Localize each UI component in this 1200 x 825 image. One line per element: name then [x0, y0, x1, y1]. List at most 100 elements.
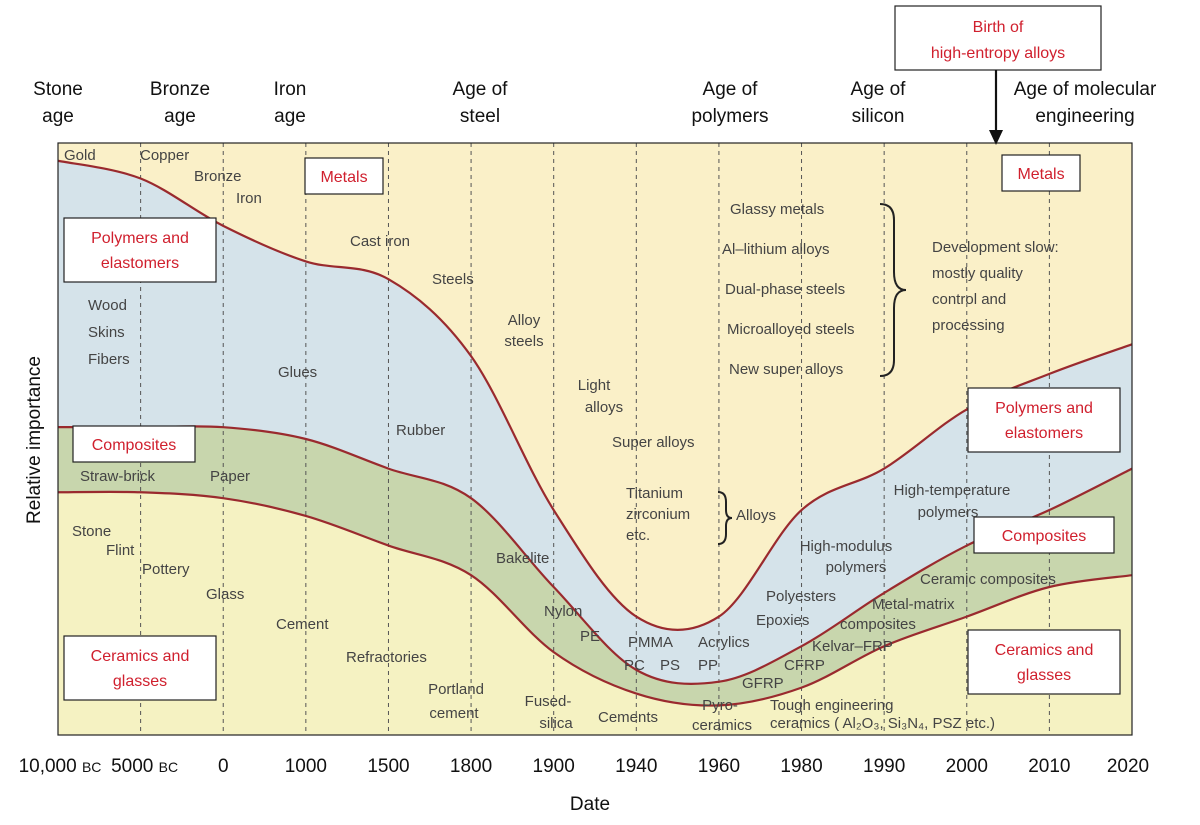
annotation-kevlar: Kelvar–FRP	[812, 638, 893, 655]
metals-box-right: Metals	[1001, 154, 1081, 192]
high-entropy-callout: Birth of high-entropy alloys	[894, 5, 1102, 145]
annotation-rubber: Rubber	[396, 422, 445, 439]
annotation-light-alloys-1: Light	[578, 377, 611, 394]
x-tick-8: 1960	[698, 756, 740, 777]
annotation-dev-slow-1: Development slow:	[932, 239, 1059, 256]
annotation-microalloyed: Microalloyed steels	[727, 321, 855, 338]
era-1-line-0: Bronze	[150, 79, 210, 100]
annotation-titanium-1: Titanium	[626, 485, 683, 502]
annotation-ceramic-composites: Ceramic composites	[920, 571, 1056, 588]
annotation-ps: PS	[660, 657, 680, 674]
era-2-line-0: Iron	[274, 79, 307, 100]
plot-frame	[57, 142, 1133, 736]
callout-line-2: high-entropy alloys	[931, 45, 1065, 62]
annotation-flint: Flint	[106, 542, 135, 559]
annotation-dev-slow-2: mostly quality	[932, 265, 1023, 282]
composites-label-left: Composites	[92, 437, 176, 454]
boundary-lines	[57, 159, 1133, 707]
composites-label-right: Composites	[1002, 528, 1086, 545]
annotation-high-modulus-1: High-modulus	[800, 538, 893, 555]
annotation-bronze: Bronze	[194, 168, 242, 185]
annotation-nylon: Nylon	[544, 603, 582, 620]
annotation-copper: Copper	[140, 147, 189, 164]
annotation-stone: Stone	[72, 523, 111, 540]
era-3-line-0: Age of	[453, 79, 509, 100]
annotation-pe: PE	[580, 628, 600, 645]
era-1-line-1: age	[164, 106, 196, 127]
metals-annotations: Gold Copper Bronze Iron Cast iron Steels…	[64, 147, 1059, 545]
development-brace	[879, 203, 907, 377]
annotation-paper: Paper	[210, 468, 250, 485]
annotation-high-modulus-2: polymers	[826, 559, 887, 576]
annotation-straw-brick: Straw-brick	[80, 468, 156, 485]
boundary-metals	[57, 159, 1133, 632]
annotation-metal-matrix-1: Metal-matrix	[872, 596, 955, 613]
x-tick-13: 2020	[1107, 756, 1149, 777]
annotation-wood: Wood	[88, 297, 127, 314]
callout-line-1: Birth of	[973, 19, 1024, 36]
composites-box-left: Composites	[72, 425, 196, 463]
annotation-steels: Steels	[432, 271, 474, 288]
annotation-al-lithium: Al–lithium alloys	[722, 241, 830, 258]
area-layers	[58, 143, 1132, 735]
annotation-cfrp: CFRP	[784, 657, 825, 674]
annotation-fibers: Fibers	[88, 351, 130, 368]
era-3-line-1: steel	[460, 106, 500, 127]
callout-arrow-head	[989, 130, 1003, 145]
annotation-epoxies: Epoxies	[756, 612, 809, 629]
annotation-alloy-steels-1: Alloy	[508, 312, 541, 329]
polymer-annotations: Wood Skins Fibers Glues Rubber Bakelite …	[88, 297, 1010, 674]
x-tick-5: 1800	[450, 756, 492, 777]
ceramics-label-left-1: Ceramics and	[91, 648, 190, 665]
polymers-box-left: Polymers and elastomers	[63, 217, 217, 283]
category-boxes: Metals Metals Polymers and elastomers Po…	[63, 154, 1121, 701]
annotation-titanium-3: etc.	[626, 527, 650, 544]
annotation-high-temp-2: polymers	[918, 504, 979, 521]
annotation-tough-eng-2: ceramics ( Al₂O₃, Si₃N₄, PSZ etc.)	[770, 715, 995, 732]
polymers-label-left-2: elastomers	[101, 255, 179, 272]
composites-box-right: Composites	[973, 516, 1115, 554]
x-tick-11: 2000	[946, 756, 988, 777]
annotation-alloy-steels-2: steels	[504, 333, 543, 350]
annotation-titanium-2: zirconium	[626, 506, 690, 523]
metals-label-right: Metals	[1017, 166, 1064, 183]
alloys-brace	[717, 491, 733, 545]
annotation-cement: Cement	[276, 616, 329, 633]
boundary-polymers	[58, 425, 1133, 685]
x-tick-4: 1500	[367, 756, 409, 777]
era-5-line-1: silicon	[852, 106, 905, 127]
annotation-polyesters: Polyesters	[766, 588, 836, 605]
annotation-portland-2: cement	[429, 705, 479, 722]
annotation-metal-matrix-2: composites	[840, 616, 916, 633]
annotation-pp: PP	[698, 657, 718, 674]
polymers-box-right: Polymers and elastomers	[967, 387, 1121, 453]
annotation-dev-slow-4: processing	[932, 317, 1005, 334]
x-tick-9: 1980	[780, 756, 822, 777]
annotation-dual-phase: Dual-phase steels	[725, 281, 845, 298]
annotation-glassy-metals: Glassy metals	[730, 201, 824, 218]
metals-box-left: Metals	[304, 157, 384, 195]
x-tick-7: 1940	[615, 756, 657, 777]
annotation-high-temp-1: High-temperature	[894, 482, 1011, 499]
annotation-alloys: Alloys	[736, 507, 776, 524]
annotation-cast-iron: Cast iron	[350, 233, 410, 250]
x-tick-2: 0	[218, 756, 229, 777]
composite-annotations: Straw-brick Paper Ceramic composites Met…	[80, 468, 1056, 692]
metals-label-left: Metals	[320, 169, 367, 186]
y-axis-title: Relative importance	[24, 356, 45, 524]
annotation-fused-silica-1: Fused-	[525, 693, 572, 710]
x-tick-6: 1900	[533, 756, 575, 777]
annotation-glues: Glues	[278, 364, 317, 381]
ceramics-label-right-1: Ceramics and	[995, 642, 1094, 659]
annotation-cements: Cements	[598, 709, 658, 726]
era-headers: Stone age Bronze age Iron age Age of steel Age o…	[33, 79, 1157, 127]
annotation-iron: Iron	[236, 190, 262, 207]
annotation-pyro-1: Pyro-	[702, 697, 738, 714]
annotation-skins: Skins	[88, 324, 125, 341]
x-tick-1: 5000 BC	[111, 756, 178, 777]
area-ceramics	[58, 491, 1132, 735]
x-tick-3: 1000	[285, 756, 327, 777]
annotation-acrylics: Acrylics	[698, 634, 750, 651]
x-tick-0: 10,000 BC	[19, 756, 102, 777]
ceramic-annotations: Stone Flint Pottery Glass Cement Refract…	[72, 523, 995, 734]
